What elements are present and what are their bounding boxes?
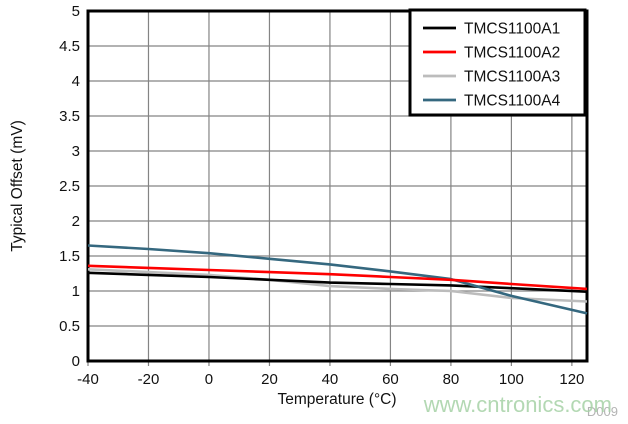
series-line-TMCS1100A1 xyxy=(87,271,588,293)
gridlines xyxy=(87,10,587,366)
x-tick-label: 100 xyxy=(499,371,524,388)
y-tick-label: 2.5 xyxy=(59,178,80,195)
legend-item-label: TMCS1100A1 xyxy=(464,21,560,38)
y-tick-label: 5 xyxy=(72,3,80,20)
series-lines xyxy=(87,244,588,315)
legend-item-label: TMCS1100A3 xyxy=(464,69,560,86)
legend-item: TMCS1100A1 xyxy=(423,21,560,38)
x-tick-label: 80 xyxy=(443,371,460,388)
y-tick-label: 4.5 xyxy=(59,38,80,55)
plot-border xyxy=(86,9,589,363)
x-tick-label: 40 xyxy=(322,371,339,388)
x-tick-label: 0 xyxy=(205,371,213,388)
y-tick-label: 2 xyxy=(72,213,80,230)
legend: TMCS1100A1 TMCS1100A2 TMCS1100A3 TMCS1100A4 xyxy=(408,8,587,117)
legend-item: TMCS1100A2 xyxy=(423,45,560,62)
y-axis-title: Typical Offset (mV) xyxy=(9,120,26,252)
x-tick-label: 120 xyxy=(559,371,584,388)
series-line-TMCS1100A2 xyxy=(87,264,588,291)
x-tick-label: 60 xyxy=(382,371,399,388)
legend-item: TMCS1100A4 xyxy=(423,93,561,110)
x-axis-title: Temperature (°C) xyxy=(277,391,396,408)
watermark: www.cntronics.com xyxy=(423,392,612,417)
x-tick-label: -40 xyxy=(77,371,99,388)
x-tick-label: -20 xyxy=(138,371,160,388)
y-tick-label: 1 xyxy=(72,283,80,300)
y-tick-label: 4 xyxy=(72,73,80,90)
legend-item-label: TMCS1100A2 xyxy=(464,45,560,62)
series-line-TMCS1100A4 xyxy=(87,244,588,315)
x-tick-label: 20 xyxy=(261,371,278,388)
legend-item: TMCS1100A3 xyxy=(423,69,560,86)
y-tick-label: 3.5 xyxy=(59,108,80,125)
legend-items: TMCS1100A1 TMCS1100A2 TMCS1100A3 TMCS1100A4 xyxy=(423,21,561,110)
tick-labels: -40 -20 0 20 40 60 80 100 120 0 0.5 1 1.5 2 2.5 3 3.5 4 4.… xyxy=(59,3,584,388)
y-tick-label: 1.5 xyxy=(59,248,80,265)
y-tick-label: 3 xyxy=(72,143,80,160)
series-line-TMCS1100A3 xyxy=(87,268,588,303)
y-tick-label: 0 xyxy=(72,353,80,370)
plot-code: D009 xyxy=(587,404,618,419)
legend-item-label: TMCS1100A4 xyxy=(464,93,561,110)
y-tick-label: 0.5 xyxy=(59,318,80,335)
